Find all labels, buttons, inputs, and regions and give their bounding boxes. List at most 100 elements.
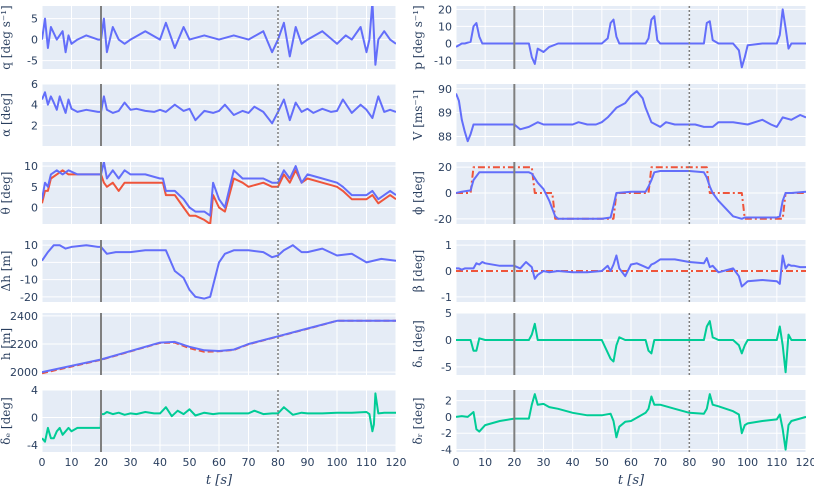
series-h [42,319,396,374]
y-tick-label: 10 [24,239,38,252]
panel-h: 2400 2200 2000 h [m] [0,310,397,379]
x-tick-label: 30 [124,456,138,469]
series-dr [456,393,806,451]
x-tick-label: 40 [566,456,580,469]
x-tick-label: 40 [153,456,167,469]
series-de [42,392,396,443]
y-tick-label: 6 [31,78,38,91]
y-tick-label: 0 [445,187,452,200]
panel-beta: 1 0 -1 β [deg] [411,239,807,304]
y-axis-label: Δh [m] [0,251,13,292]
x-tick-label: 20 [507,456,521,469]
y-tick-label: 2200 [10,338,38,351]
series-phi [456,170,806,220]
y-tick-label: 0 [31,256,38,269]
x-tick-label: 50 [595,456,609,469]
y-tick-label: 1 [445,239,452,252]
y-axis-label: q [deg s⁻¹] [0,5,13,69]
y-axis-label: β [deg] [411,250,425,293]
y-tick-label: 89 [438,107,452,120]
y-tick-label: -2 [441,427,452,440]
x-tick-label: 20 [94,456,108,469]
y-tick-label: 2400 [10,310,38,323]
y-axis-label: V [ms⁻¹] [411,90,425,142]
x-axis-label: t [s] [618,473,645,488]
y-tick-label: -10 [20,274,38,287]
x-tick-label: 80 [271,456,285,469]
y-axis-label: δₑ [deg] [0,397,13,445]
y-axis-label: α [deg] [0,93,13,137]
x-tick-label: 60 [212,456,226,469]
panel-V: 90 89 88 V [ms⁻¹] [411,83,807,146]
series-theta [42,162,396,217]
y-tick-label: 2000 [10,366,38,379]
y-tick-label: 10 [24,160,38,173]
y-axis-label: δₐ [deg] [411,320,425,368]
series-dh [42,244,396,300]
y-tick-label: -20 [434,213,452,226]
y-tick-label: -4 [27,439,38,452]
series-beta [456,254,806,288]
y-tick-label: 5 [445,307,452,320]
y-tick-label: 90 [438,83,452,96]
y-tick-label: -5 [27,55,38,68]
panel-de: 40-4δₑ [deg]0 10 20 30 40 50 60 70 80 90 100 110 120… [0,384,407,488]
y-axis-label: p [deg s⁻¹] [411,5,425,69]
panel-phi: 20 0 -20 ϕ [deg] [411,161,807,226]
y-tick-label: -5 [441,361,452,374]
y-tick-label: 4 [31,384,38,397]
panel-alpha: 6 4 2 α [deg] [0,78,397,146]
x-tick-label: 90 [712,456,726,469]
y-axis-label: δᵣ [deg] [411,397,425,444]
x-tick-label: 80 [682,456,696,469]
y-axis-label: h [m] [0,328,13,360]
y-tick-label: -4 [441,444,452,457]
y-tick-label: 10 [438,20,452,33]
x-tick-label: 10 [65,456,79,469]
x-tick-label: 70 [653,456,667,469]
series-V [456,90,806,143]
x-tick-label: 120 [386,456,407,469]
y-tick-label: -1 [441,291,452,304]
x-tick-label: 30 [537,456,551,469]
y-axis-label: θ [deg] [0,172,13,215]
y-tick-label: 2 [445,395,452,408]
x-tick-label: 110 [766,456,787,469]
x-tick-label: 0 [39,456,46,469]
y-axis-label: ϕ [deg] [411,171,425,215]
x-tick-label: 120 [796,456,814,469]
panel-theta: 10 5 0 θ [deg] [0,160,397,224]
y-tick-label: 0 [31,201,38,214]
x-tick-label: 100 [737,456,758,469]
x-tick-label: 90 [301,456,315,469]
x-tick-label: 50 [183,456,197,469]
y-tick-label: 0 [31,412,38,425]
y-tick-label: 5 [31,181,38,194]
x-tick-label: 70 [242,456,256,469]
series-phi_ref [456,166,806,220]
y-tick-label: -10 [434,54,452,67]
y-tick-label: 0 [445,334,452,347]
y-tick-label: 0 [445,37,452,50]
x-tick-label: 10 [478,456,492,469]
panel-dr: 20-2-4δᵣ [deg]0 10 20 30 40 50 60 70 80 90 100 110 1… [411,390,814,488]
x-axis-label: t [s] [206,473,233,488]
y-tick-label: 4 [31,99,38,112]
x-tick-label: 0 [453,456,460,469]
x-tick-label: 60 [624,456,638,469]
y-tick-label: 0 [445,265,452,278]
panel-dh: 10 0 -10 -20 Δh [m] [0,239,397,304]
panel-q: 5 0 -5 q [deg s⁻¹] [0,5,397,70]
y-tick-label: 2 [31,119,38,132]
series-q [42,6,396,66]
series-p [456,8,806,69]
panel-da: 5 0 -5 δₐ [deg] [411,307,807,375]
y-tick-label: -20 [20,291,38,304]
x-tick-label: 100 [327,456,348,469]
x-tick-label: 110 [356,456,377,469]
y-tick-label: 20 [438,161,452,174]
y-tick-label: 0 [445,411,452,424]
y-tick-label: 20 [438,3,452,16]
y-tick-label: 5 [31,13,38,26]
